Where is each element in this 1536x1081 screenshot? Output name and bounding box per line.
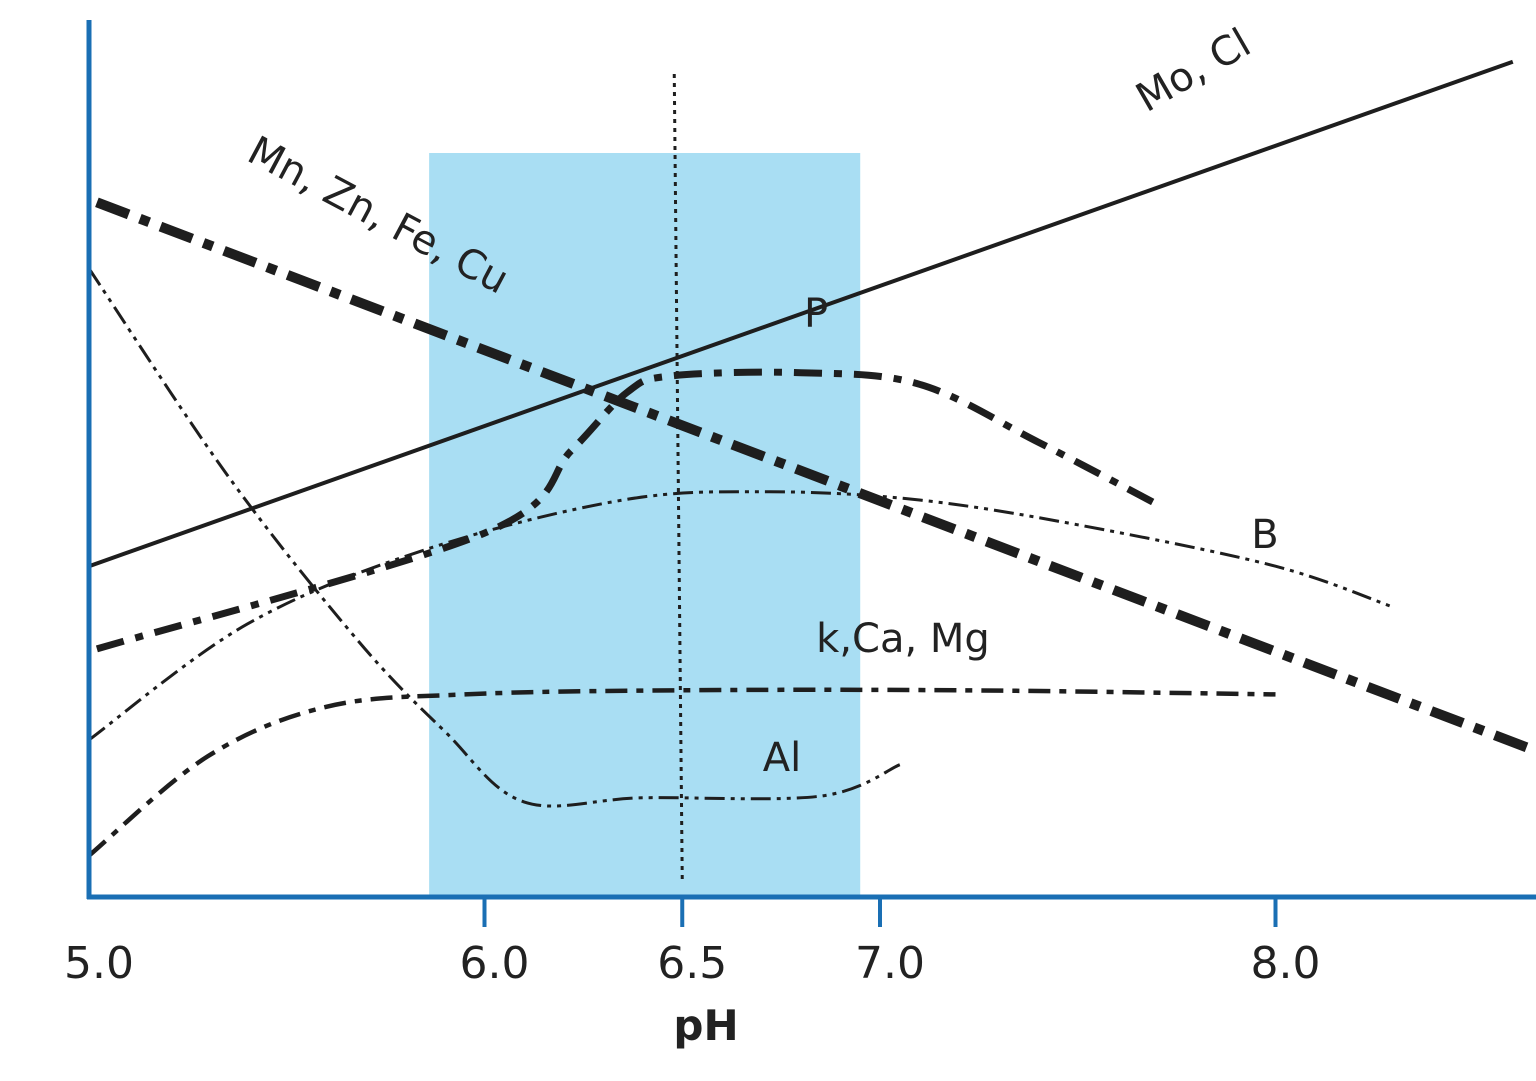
series-label-b: B	[1251, 512, 1278, 558]
series-line-b	[88, 490, 1395, 742]
series-line-mo-cl	[88, 59, 1514, 569]
x-tick-label: 7.0	[855, 938, 925, 989]
series-line-k-ca-mg	[87, 687, 1276, 858]
series-line-mn-zn-fe-cu	[95, 197, 1536, 757]
series-line-al	[87, 267, 901, 808]
series-label-mo-cl: Mo, Cl	[1129, 20, 1259, 122]
x-tick-label: 8.0	[1251, 938, 1321, 989]
x-tick-label: 6.0	[460, 938, 530, 989]
x-tick-label: 5.0	[64, 938, 134, 989]
series-label-p: P	[804, 291, 828, 337]
axes-layer: 5.0 6.0 6.5 7.0 8.0 pH	[64, 20, 1536, 1050]
x-tick-label: 6.5	[657, 938, 727, 989]
x-axis-title: pH	[673, 1001, 738, 1050]
series-line-p	[95, 368, 1159, 653]
series-layer	[87, 59, 1536, 858]
series-label-al: Al	[763, 735, 801, 781]
series-label-k-ca-mg: k,Ca, Mg	[816, 616, 990, 662]
